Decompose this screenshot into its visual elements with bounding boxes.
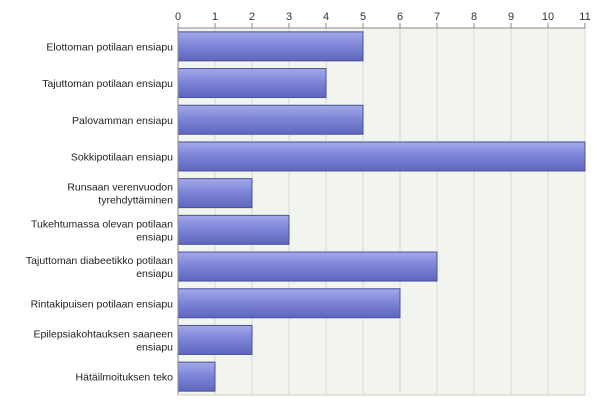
category-label: Elottoman potilaan ensiapu xyxy=(46,41,173,53)
bar xyxy=(177,104,364,135)
x-tick-label: 2 xyxy=(249,11,255,23)
bar xyxy=(177,68,327,99)
x-tick-label: 0 xyxy=(175,11,181,23)
x-tick-label: 8 xyxy=(471,11,477,23)
x-axis: 0 1 2 3 4 5 6 7 8 9 10 11 xyxy=(175,11,591,29)
x-tick-label: 11 xyxy=(579,11,590,23)
category-label: Tajuttoman diabeetikko potilaan xyxy=(26,255,173,267)
x-tick-label: 9 xyxy=(508,11,514,23)
category-label: Rintakipuisen potilaan ensiapu xyxy=(31,298,174,310)
x-tick-label: 4 xyxy=(323,11,329,23)
bars xyxy=(177,31,586,392)
x-tick-label: 5 xyxy=(360,11,366,23)
bar xyxy=(177,141,586,172)
category-label: Epilepsiakohtauksen saaneen xyxy=(33,328,173,340)
bar xyxy=(177,288,401,319)
category-label: tyrehdyttäminen xyxy=(98,195,173,207)
bar xyxy=(177,178,253,209)
category-label: Sokkipotilaan ensiapu xyxy=(71,151,173,163)
x-tick-label: 6 xyxy=(397,11,403,23)
category-label: Tajuttoman potilaan ensiapu xyxy=(42,78,173,90)
x-tick-label: 3 xyxy=(286,11,292,23)
category-label: ensiapu xyxy=(136,341,173,353)
category-label: Tukehtumassa olevan potilaan xyxy=(31,218,173,230)
category-label: ensiapu xyxy=(136,231,173,243)
category-label: Palovamman ensiapu xyxy=(72,115,173,127)
category-axis: Elottoman potilaan ensiapu Tajuttoman pot… xyxy=(26,41,173,383)
bar xyxy=(177,251,438,282)
category-label: ensiapu xyxy=(136,268,173,280)
x-tick-label: 1 xyxy=(212,11,218,23)
category-label: Hätäilmoituksen teko xyxy=(76,372,174,384)
bar xyxy=(177,324,253,355)
category-label: Runsaan verenvuodon xyxy=(67,182,173,194)
x-tick-label: 10 xyxy=(542,11,554,23)
bar xyxy=(177,361,216,392)
x-tick-label: 7 xyxy=(434,11,440,23)
bar xyxy=(177,31,364,62)
bar xyxy=(177,214,290,245)
